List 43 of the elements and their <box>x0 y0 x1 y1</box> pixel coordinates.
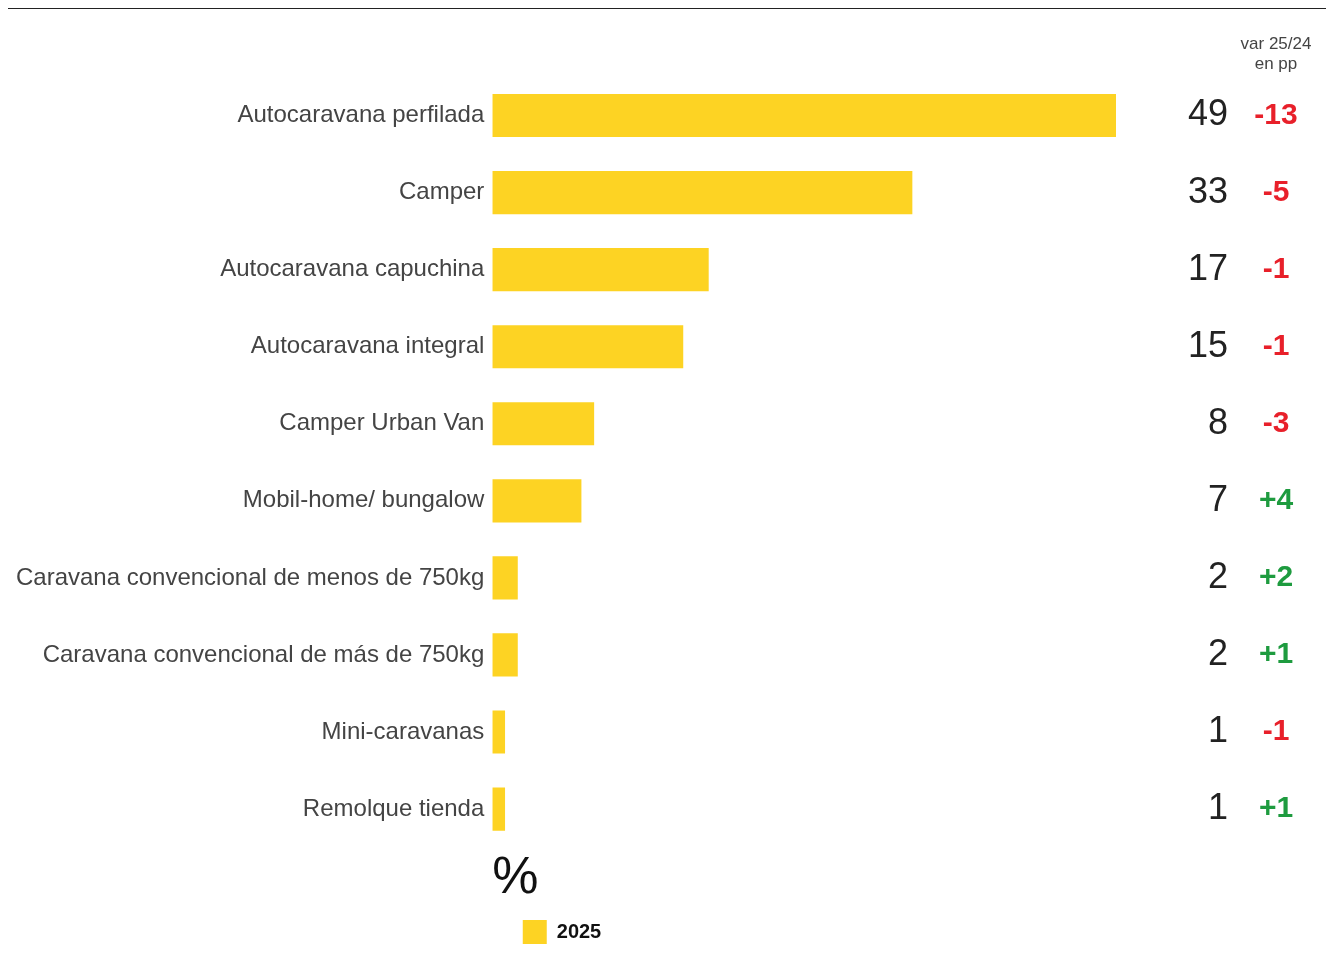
bar <box>492 479 582 523</box>
text: -1 <box>1262 327 1290 361</box>
y-tick-label: Remolque tienda <box>302 793 485 821</box>
legend-label: 2025 <box>556 919 602 942</box>
text: -13 <box>1254 96 1298 130</box>
data-label: 49 <box>1187 92 1228 134</box>
text: +2 <box>1258 559 1294 593</box>
bar <box>492 325 684 369</box>
y-tick-label: Autocaravana integral <box>250 331 485 359</box>
y-tick-label: Mobil-home/ bungalow <box>242 485 485 513</box>
data-label: 1 <box>1207 708 1228 750</box>
text: -5 <box>1262 173 1290 207</box>
y-tick-label: Camper <box>398 177 485 205</box>
text: +1 <box>1258 636 1294 670</box>
data-label: 1 <box>1207 785 1228 827</box>
bar <box>492 633 518 677</box>
text: var 25/24 en pp <box>1240 33 1312 73</box>
y-tick-label: Caravana convencional de más de 750kg <box>42 639 485 667</box>
bar <box>492 402 595 446</box>
data-label: 15 <box>1187 323 1228 365</box>
x-axis-title: % <box>492 846 539 905</box>
data-label: 2 <box>1207 554 1228 596</box>
bar <box>492 171 913 215</box>
y-tick-label: Caravana convencional de menos de 750kg <box>15 562 485 590</box>
text: -1 <box>1262 713 1290 747</box>
data-label: 2 <box>1207 631 1228 673</box>
bar <box>492 787 506 831</box>
y-tick-label: Camper Urban Van <box>279 408 485 436</box>
text: +4 <box>1258 482 1294 516</box>
y-tick-label: Autocaravana capuchina <box>220 254 485 282</box>
data-label: 33 <box>1187 169 1228 211</box>
data-label: 7 <box>1207 477 1228 519</box>
data-label: 17 <box>1187 246 1228 288</box>
text: -1 <box>1262 250 1290 284</box>
y-tick-label: Autocaravana perfilada <box>237 100 485 128</box>
bar <box>492 710 506 754</box>
bar <box>492 93 1116 138</box>
data-label: 8 <box>1207 400 1228 442</box>
bar <box>492 556 518 600</box>
y-tick-label: Mini-caravanas <box>321 716 485 744</box>
bar <box>492 248 709 292</box>
text: -3 <box>1262 405 1290 439</box>
text: +1 <box>1258 790 1294 824</box>
